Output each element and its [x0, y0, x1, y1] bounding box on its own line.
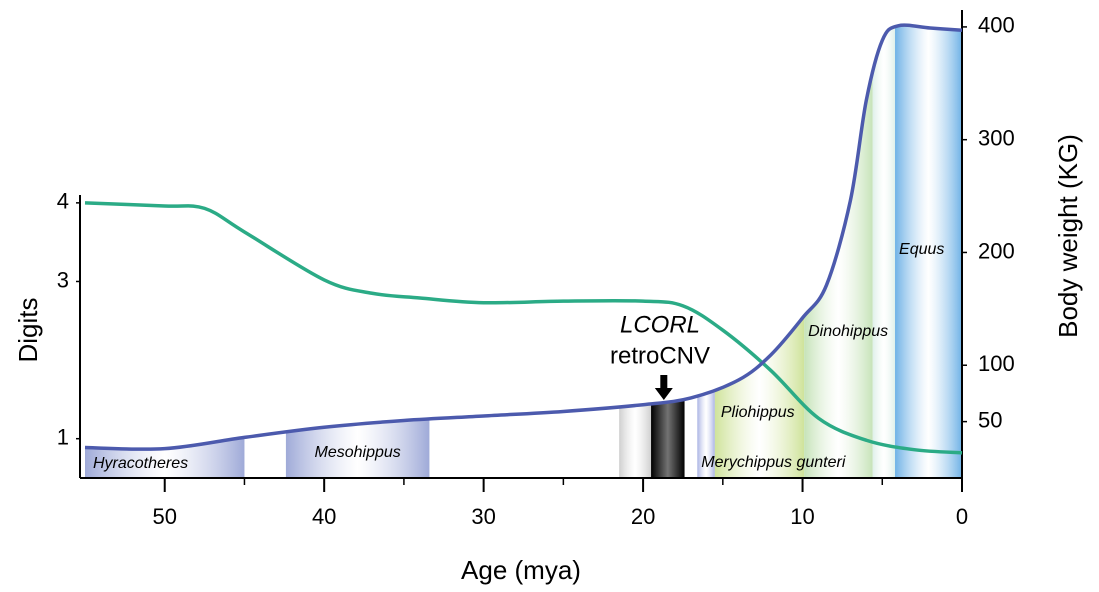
- period-band: [697, 25, 715, 478]
- x-tick-label: 30: [471, 504, 495, 529]
- y-tick-label: 3: [57, 267, 69, 292]
- x-tick-label: 20: [631, 504, 655, 529]
- x-tick-label: 10: [790, 504, 814, 529]
- y2-tick-label: 100: [978, 351, 1015, 376]
- x-tick-label: 40: [312, 504, 336, 529]
- series-line: [84, 23, 963, 451]
- annotation-gene: LCORL: [620, 311, 700, 338]
- series-line: [84, 201, 963, 455]
- y2-tick-label: 400: [978, 13, 1015, 38]
- y-tick-label: 1: [57, 425, 69, 450]
- period-band: [872, 25, 896, 478]
- y2-axis-title: Body weight (KG): [1053, 134, 1083, 338]
- period-label: Pliohippus: [721, 404, 795, 421]
- y2-tick-label: 200: [978, 238, 1015, 263]
- period-band: [285, 25, 430, 478]
- x-tick-label: 0: [956, 504, 968, 529]
- annotation-arrow: [654, 375, 673, 400]
- y-tick-label: 4: [57, 189, 69, 214]
- period-label: Merychippus gunteri: [701, 454, 846, 471]
- bands: [85, 25, 962, 478]
- x-tick-label: 50: [152, 504, 176, 529]
- period-band: [895, 25, 962, 478]
- annotation-cnv: retroCNV: [610, 342, 710, 369]
- period-label: Equus: [899, 241, 944, 258]
- period-band: [651, 25, 685, 478]
- y-axis-title: Digits: [13, 297, 43, 362]
- period-label: Dinohippus: [808, 323, 888, 340]
- x-axis-title: Age (mya): [461, 555, 581, 585]
- plot: Hyracotheres Mesohippus Merychippus gunter…: [57, 10, 1015, 529]
- period-label: Hyracotheres: [93, 455, 188, 472]
- period-band: [85, 25, 245, 478]
- y2-tick-label: 50: [978, 407, 1002, 432]
- y2-tick-label: 300: [978, 125, 1015, 150]
- period-label: Mesohippus: [315, 444, 401, 461]
